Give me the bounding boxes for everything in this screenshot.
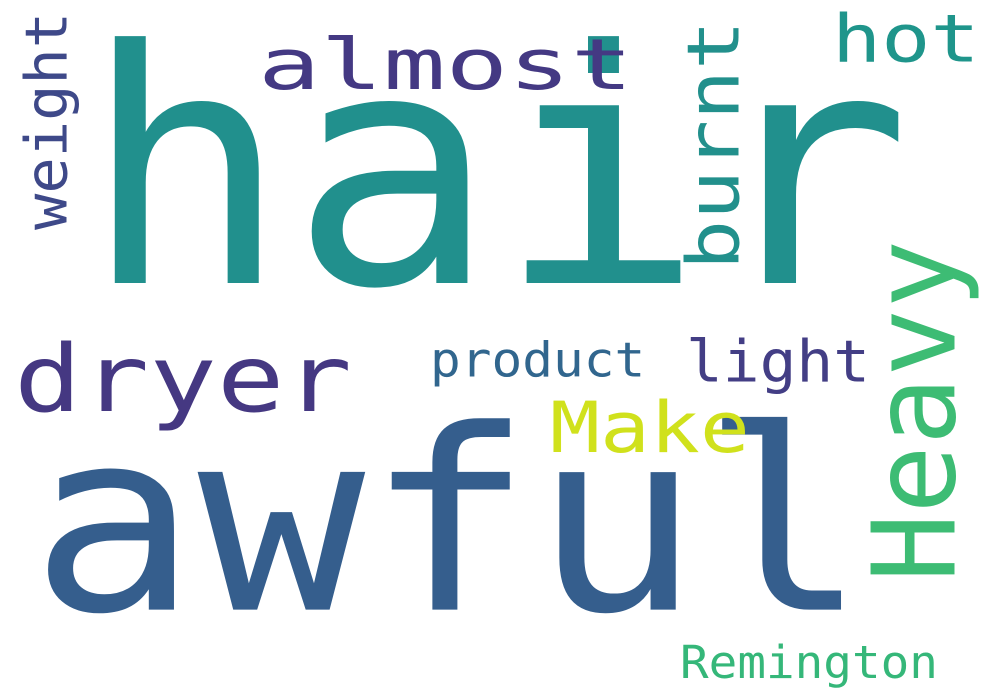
word-burnt: burnt	[671, 19, 756, 270]
word-almost: almost	[258, 23, 634, 106]
word-hot: hot	[832, 0, 980, 78]
word-hair: hair	[82, 0, 912, 361]
word-remington: Remington	[680, 635, 938, 689]
word-heavy: Heavy	[847, 239, 983, 582]
word-dryer: dryer	[14, 324, 353, 434]
word-make: Make	[550, 386, 750, 469]
word-weight: weight	[12, 11, 81, 230]
word-light: light	[686, 327, 871, 396]
word-product: product	[430, 331, 646, 388]
word-awful: awful	[30, 375, 869, 671]
